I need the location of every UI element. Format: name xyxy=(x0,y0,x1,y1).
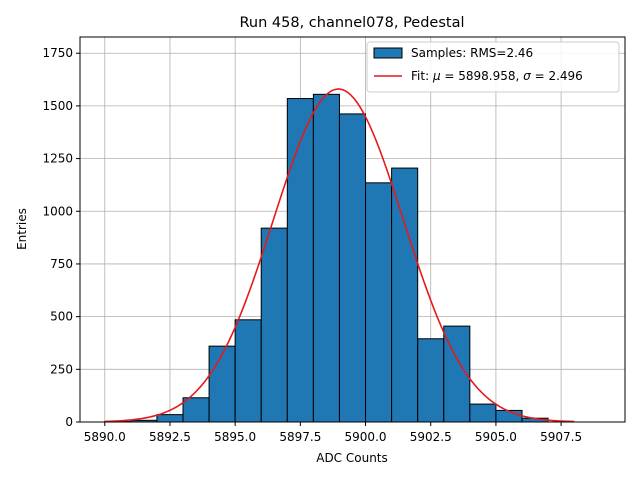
histogram-bar-4 xyxy=(208,345,236,423)
x-axis-label: ADC Counts xyxy=(316,451,388,465)
chart-title: Run 458, channel078, Pedestal xyxy=(239,15,464,31)
histogram-bar-3 xyxy=(182,397,210,423)
legend-fit-label: Fit: μ = 5898.958, σ = 2.496 xyxy=(411,69,583,83)
y-axis-label: Entries xyxy=(15,208,29,250)
legend-box xyxy=(366,41,620,93)
histogram-bar-12 xyxy=(417,338,445,423)
histogram-bar-9 xyxy=(338,113,367,423)
y-tick-label-1: 250 xyxy=(50,362,73,376)
x-tick-label-7: 5907.5 xyxy=(540,430,582,444)
x-tick-label-3: 5897.5 xyxy=(279,430,321,444)
x-tick-label-6: 5905.0 xyxy=(475,430,517,444)
plot-frame xyxy=(79,36,626,423)
legend: Samples: RMS=2.46 Fit: μ = 5898.958, σ =… xyxy=(366,41,620,93)
x-axis-ticks: 5890.0 5892.5 5895.0 5897.5 5900.0 5902.5 5905… xyxy=(84,422,582,444)
histogram-bar-7 xyxy=(286,98,314,423)
x-tick-label-5: 5902.5 xyxy=(410,430,452,444)
y-tick-label-5: 1250 xyxy=(42,152,73,166)
y-tick-label-7: 1750 xyxy=(42,46,73,60)
y-tick-label-4: 1000 xyxy=(42,204,73,218)
histogram-bar-15 xyxy=(495,409,523,423)
y-tick-label-0: 0 xyxy=(65,415,73,429)
histogram-bars xyxy=(104,93,549,423)
y-tick-label-3: 750 xyxy=(50,257,73,271)
legend-samples-swatch xyxy=(373,47,403,59)
histogram-bar-14 xyxy=(469,403,497,423)
legend-samples-label: Samples: RMS=2.46 xyxy=(411,46,533,60)
x-tick-label-4: 5900.0 xyxy=(345,430,387,444)
histogram-bar-2 xyxy=(156,414,184,423)
x-tick-label-0: 5890.0 xyxy=(84,430,126,444)
y-axis-ticks: 0 250 500 750 1000 1250 1500 1750 xyxy=(42,46,80,429)
histogram-bar-10 xyxy=(365,182,393,423)
x-tick-label-1: 5892.5 xyxy=(149,430,191,444)
histogram-bar-8 xyxy=(312,93,340,423)
y-tick-label-6: 1500 xyxy=(42,99,73,113)
gaussian-fit-curve xyxy=(104,88,575,423)
histogram-bar-6 xyxy=(260,227,288,423)
y-tick-label-2: 500 xyxy=(50,310,73,324)
histogram-bar-11 xyxy=(391,167,419,423)
x-tick-label-2: 5895.0 xyxy=(214,430,256,444)
histogram-bar-5 xyxy=(234,319,262,423)
